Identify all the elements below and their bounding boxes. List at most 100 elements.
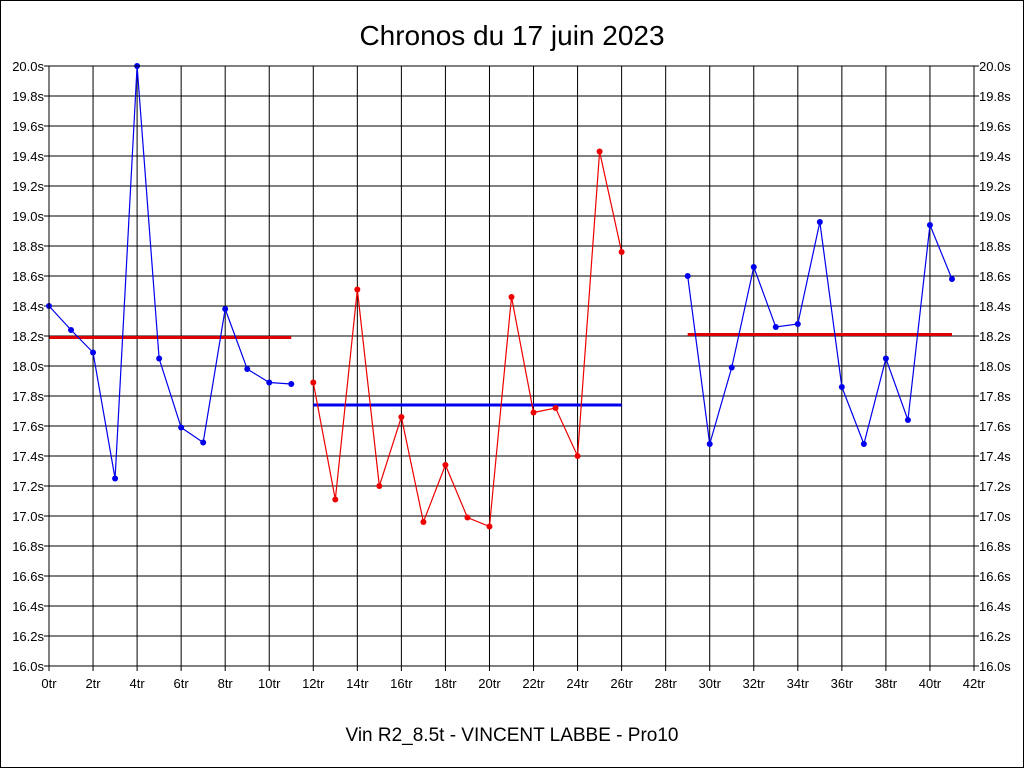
y-tick-label-right: 20.0s (979, 59, 1011, 74)
data-point (442, 462, 449, 468)
data-point (860, 441, 867, 447)
y-tick-label-left: 16.0s (12, 659, 44, 674)
y-tick-label-left: 18.0s (12, 359, 44, 374)
y-tick-label-right: 18.0s (979, 359, 1011, 374)
x-tick-label: 18tr (434, 676, 457, 691)
y-tick-label-right: 18.2s (979, 329, 1011, 344)
data-point (838, 384, 845, 390)
x-tick-label: 32tr (743, 676, 766, 691)
y-tick-label-left: 19.8s (12, 89, 44, 104)
y-tick-label-right: 18.8s (979, 239, 1011, 254)
y-tick-label-right: 18.4s (979, 299, 1011, 314)
x-tick-label: 0tr (41, 676, 57, 691)
y-axis-right: 16.0s 16.2s 16.4s 16.6s 16.8s 17.0s 17.2s 17.4s… (974, 59, 1011, 674)
data-point (926, 222, 933, 228)
data-point (464, 514, 471, 521)
series-line (48, 65, 292, 479)
data-point (112, 475, 119, 482)
y-tick-label-left: 18.8s (12, 239, 44, 254)
y-tick-label-right: 19.6s (979, 119, 1011, 134)
x-tick-label: 40tr (919, 676, 942, 691)
y-tick-label-left: 19.0s (12, 209, 44, 224)
x-tick-label: 42tr (963, 676, 986, 691)
x-tick-label: 10tr (258, 676, 281, 691)
y-axis-left: 16.0s 16.2s 16.4s 16.6s 16.8s 17.0s 17.2s 17.4s… (12, 59, 49, 674)
x-tick-label: 30tr (699, 676, 722, 691)
y-tick-label-right: 19.0s (979, 209, 1011, 224)
y-tick-label-left: 16.2s (12, 629, 44, 644)
data-point (596, 148, 603, 155)
plot-border (48, 65, 975, 667)
chart-subtitle: Vin R2_8.5t - VINCENT LABBE - Pro10 (345, 725, 678, 746)
y-tick-label-right: 17.6s (979, 419, 1011, 434)
x-tick-label: 20tr (478, 676, 501, 691)
data-point (354, 286, 361, 293)
x-tick-label: 4tr (130, 676, 146, 691)
data-point (310, 379, 317, 386)
data-point (222, 306, 229, 312)
data-point (266, 379, 273, 386)
chart-title: Chronos du 17 juin 2023 (359, 20, 664, 51)
x-tick-label: 36tr (831, 676, 854, 691)
data-point (398, 414, 405, 420)
y-tick-label-right: 17.8s (979, 389, 1011, 404)
y-tick-label-left: 16.6s (12, 569, 44, 584)
y-tick-label-left: 20.0s (12, 59, 44, 74)
data-point (508, 294, 515, 300)
x-tick-label: 8tr (218, 676, 234, 691)
y-tick-label-left: 19.4s (12, 149, 44, 164)
average-lines (49, 333, 952, 407)
y-tick-label-left: 18.4s (12, 299, 44, 314)
series-group (46, 63, 955, 530)
y-tick-label-right: 17.0s (979, 509, 1011, 524)
data-point (178, 424, 185, 431)
data-point (816, 219, 823, 225)
y-tick-label-left: 17.0s (12, 509, 44, 524)
y-tick-label-left: 16.4s (12, 599, 44, 614)
series-2 (310, 148, 625, 530)
x-tick-label: 38tr (875, 676, 898, 691)
data-point (90, 349, 97, 356)
data-point (772, 324, 779, 330)
x-tick-label: 24tr (566, 676, 589, 691)
data-point (68, 327, 75, 333)
data-point (882, 355, 889, 362)
data-point (706, 441, 713, 447)
x-tick-label: 14tr (346, 676, 369, 691)
data-point (552, 405, 559, 411)
y-tick-label-left: 19.2s (12, 179, 44, 194)
y-tick-label-right: 18.6s (979, 269, 1011, 284)
data-point (244, 366, 251, 372)
y-tick-label-left: 17.6s (12, 419, 44, 434)
y-tick-label-right: 17.4s (979, 449, 1011, 464)
data-point (156, 355, 163, 362)
y-tick-label-left: 17.8s (12, 389, 44, 404)
x-axis: 0tr 2tr 4tr 6tr 8tr 10tr 12tr 14tr 16tr 18tr 20tr 2… (41, 666, 986, 691)
x-tick-label: 16tr (390, 676, 413, 691)
data-point (574, 453, 581, 459)
y-tick-label-left: 17.2s (12, 479, 44, 494)
data-point (684, 273, 691, 279)
y-tick-label-right: 19.2s (979, 179, 1011, 194)
y-tick-label-right: 16.6s (979, 569, 1011, 584)
y-tick-label-right: 19.8s (979, 89, 1011, 104)
x-tick-label: 26tr (610, 676, 633, 691)
data-point (794, 321, 801, 327)
data-point (728, 364, 735, 371)
data-point (904, 417, 911, 423)
data-point (288, 381, 295, 387)
data-point (486, 523, 493, 530)
x-tick-label: 2tr (85, 676, 101, 691)
data-point (948, 276, 955, 282)
y-tick-label-left: 19.6s (12, 119, 44, 134)
data-point (200, 439, 207, 446)
y-tick-label-left: 16.8s (12, 539, 44, 554)
y-tick-label-right: 19.4s (979, 149, 1011, 164)
data-point (530, 409, 537, 416)
data-point (332, 496, 339, 503)
series-line (312, 151, 623, 528)
grid (48, 65, 975, 667)
y-tick-label-left: 18.2s (12, 329, 44, 344)
y-tick-label-right: 16.0s (979, 659, 1011, 674)
